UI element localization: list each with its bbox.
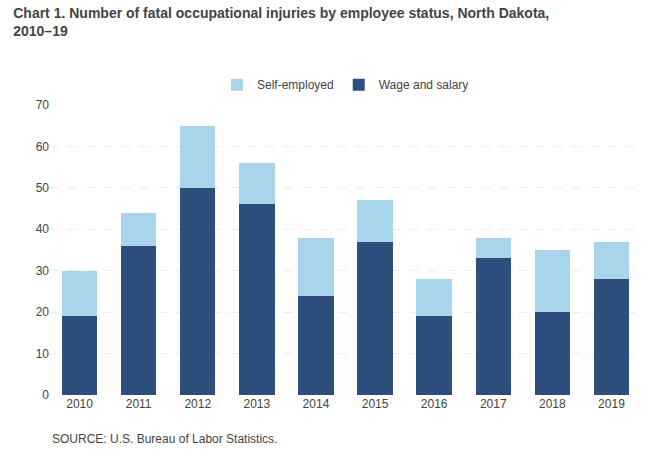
svg-text:2015: 2015 — [362, 397, 389, 411]
svg-text:20: 20 — [36, 305, 50, 319]
svg-text:2011: 2011 — [126, 397, 152, 411]
svg-text:10: 10 — [36, 347, 50, 361]
svg-text:Self-employed: Self-employed — [257, 78, 334, 92]
svg-text:0: 0 — [42, 388, 49, 402]
svg-text:50: 50 — [36, 181, 50, 195]
svg-text:30: 30 — [36, 264, 50, 278]
svg-text:2016: 2016 — [421, 397, 448, 411]
svg-text:2018: 2018 — [539, 397, 566, 411]
svg-text:2019: 2019 — [598, 397, 625, 411]
svg-text:2017: 2017 — [480, 397, 507, 411]
svg-text:2010: 2010 — [66, 397, 93, 411]
svg-text:40: 40 — [36, 222, 50, 236]
svg-text:70: 70 — [36, 98, 50, 112]
svg-text:2012: 2012 — [184, 397, 211, 411]
svg-text:60: 60 — [36, 140, 50, 154]
svg-text:2013: 2013 — [243, 397, 270, 411]
svg-text:Chart 1. Number of fatal occup: Chart 1. Number of fatal occupational in… — [13, 5, 549, 39]
svg-text:Wage and salary: Wage and salary — [379, 78, 469, 92]
svg-text:SOURCE: U.S. Bureau of Labor S: SOURCE: U.S. Bureau of Labor Statistics. — [52, 432, 277, 446]
svg-text:2014: 2014 — [303, 397, 330, 411]
